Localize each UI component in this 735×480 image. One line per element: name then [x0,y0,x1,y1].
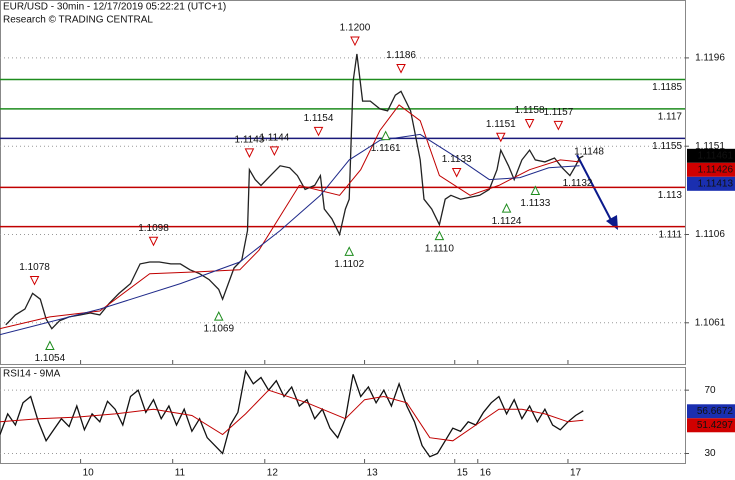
chart-title: EUR/USD - 30min - 12/17/2019 05:22:21 (U… [3,2,226,13]
high-label: 1.1078 [19,262,50,273]
projection-arrow [576,154,613,223]
rsi-title: RSI14 - 9MA [3,369,61,380]
price-box [687,404,735,419]
x-tick-label: 13 [367,468,379,479]
high-marker [244,148,255,159]
price-note: 1.1148 [574,147,604,158]
x-tick-label: 17 [570,468,582,479]
price-box-label: 1.11461 [698,150,734,161]
level-label: 1.117 [658,112,683,123]
high-label: 1.1154 [304,113,334,124]
low-label: 1.1069 [203,324,234,335]
y-tick-label: 30 [704,448,716,459]
high-marker [495,132,506,143]
y-tick-label: 70 [704,385,716,396]
high-marker [313,126,324,137]
price-box [687,148,735,163]
price-box-label: 51.4297 [697,420,734,431]
level-label: 1.1155 [652,141,682,152]
level-label: 1.113 [658,190,683,201]
series-line [0,104,580,330]
x-tick-label: 16 [480,468,492,479]
price-box-label: 1.11426 [698,164,734,175]
high-marker [396,64,406,74]
x-tick-label: 10 [83,468,95,479]
x-tick-label: 11 [175,468,186,479]
price-note: 1.1132 [563,178,593,189]
high-label: 1.1098 [138,223,169,234]
low-label: 1.1110 [425,243,455,254]
high-label: 1.1200 [340,23,371,34]
price-box [687,162,735,177]
low-marker [501,203,512,213]
low-marker [380,130,391,141]
high-marker [553,120,564,131]
high-marker [29,275,40,286]
high-marker [350,36,360,47]
x-tick-label: 12 [267,468,279,479]
price-box [687,176,735,191]
y-tick-label: 1.1106 [695,229,725,240]
y-tick-label: 1.1151 [695,141,725,152]
high-label: 1.1151 [486,119,516,130]
price-box-label: 1.11413 [698,178,734,189]
rsi-panel-frame [0,367,686,464]
low-label: 1.1102 [334,259,364,270]
series-line [0,133,580,336]
high-label: 1.1157 [543,107,573,118]
low-label: 1.1161 [371,143,401,154]
high-label: 1.1144 [259,133,289,144]
low-marker [344,246,355,256]
high-marker [451,168,462,178]
series-line [0,369,584,458]
low-marker [45,340,55,351]
high-label: 1.1143 [235,135,265,146]
y-tick-label: 1.1061 [695,317,726,328]
high-label: 1.1158 [515,105,545,116]
low-marker [213,310,224,321]
level-label: 1.111 [658,229,682,240]
x-tick-label: 15 [457,468,469,479]
price-box [687,418,735,433]
y-tick-label: 1.1196 [695,53,725,64]
high-label: 1.1133 [442,154,472,165]
low-marker [434,230,445,241]
low-marker [530,185,541,196]
high-marker [148,236,159,247]
price-panel-frame [0,0,686,365]
chart-subtitle: Research © TRADING CENTRAL [3,15,153,26]
series-line [0,389,584,442]
level-label: 1.1185 [652,82,682,93]
low-label: 1.1124 [492,216,522,227]
high-marker [269,146,280,157]
low-label: 1.1054 [35,353,66,364]
high-label: 1.1186 [386,50,416,61]
low-label: 1.1133 [520,198,550,209]
high-marker [524,118,535,129]
price-box-label: 56.6672 [697,406,734,417]
